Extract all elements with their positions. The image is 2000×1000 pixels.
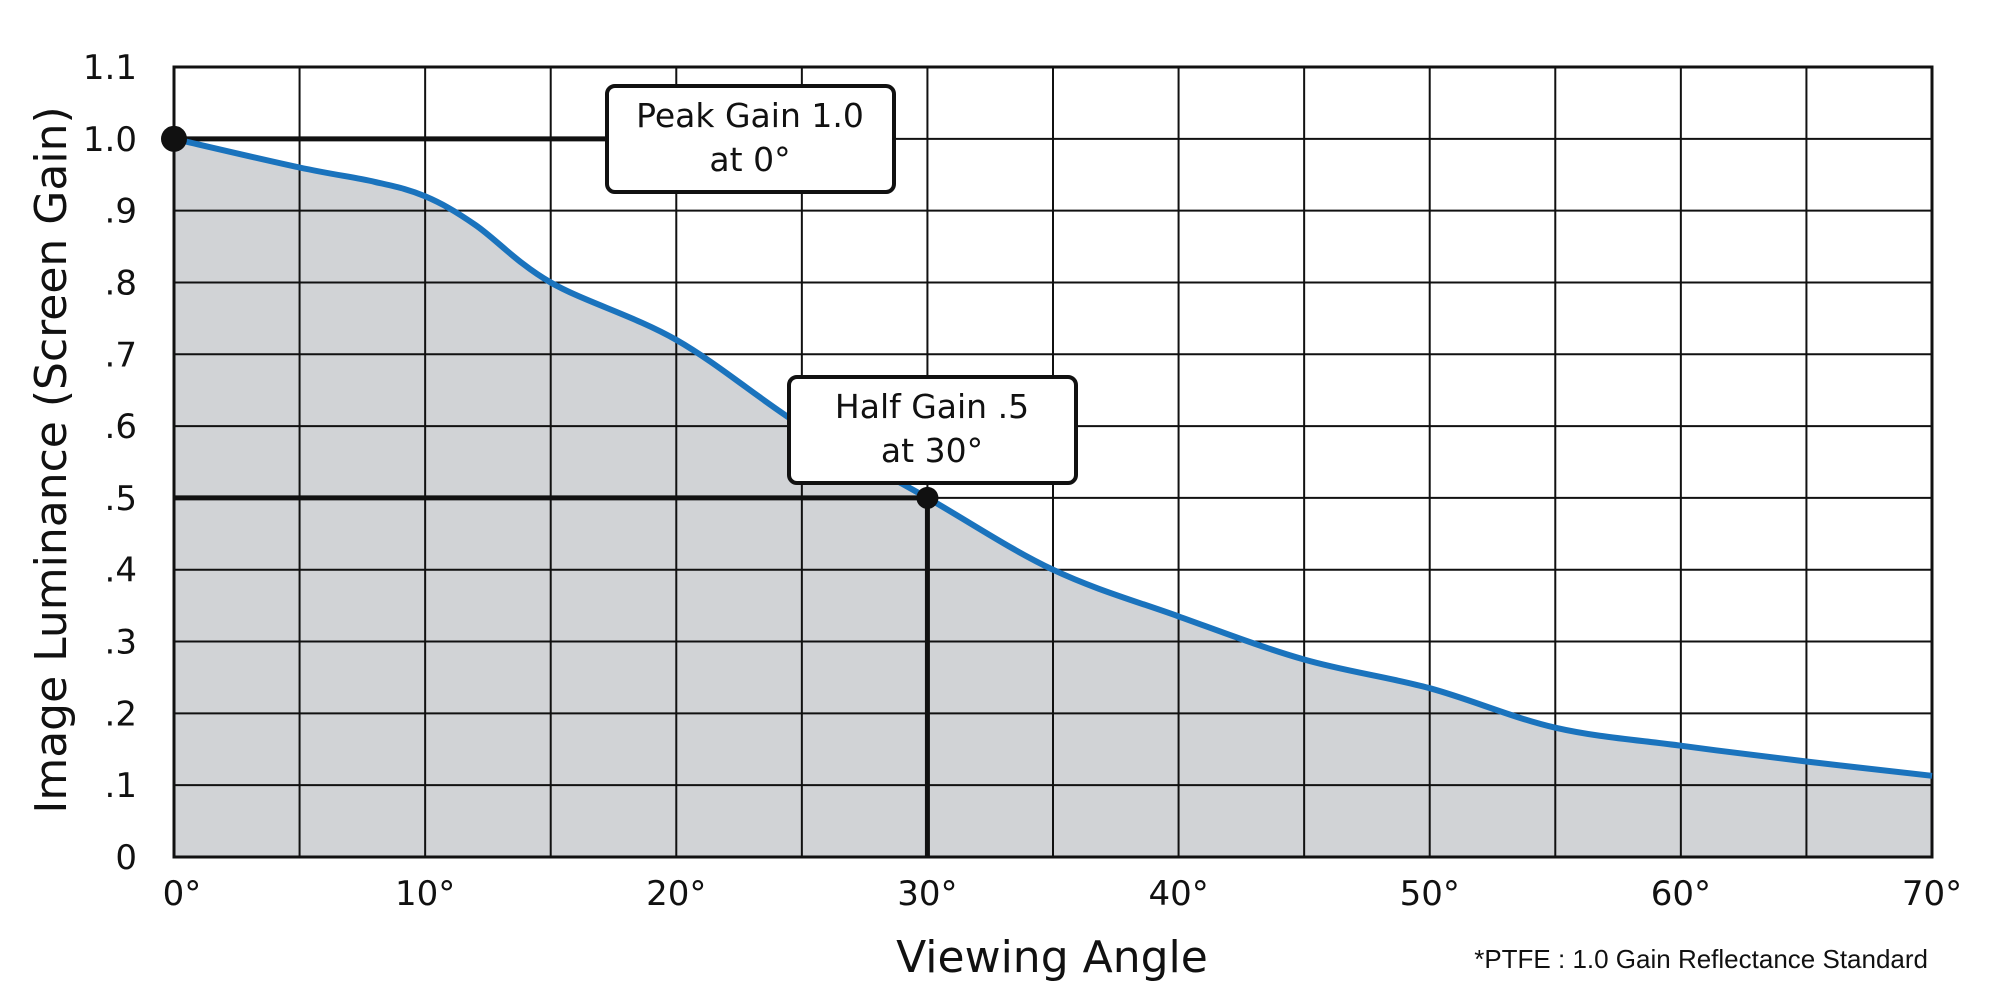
x-tick-label: 60° [1651, 874, 1711, 914]
plot-frame [172, 65, 1934, 859]
half-gain-marker [916, 486, 939, 509]
x-axis-title: Viewing Angle [896, 932, 1208, 983]
x-tick-label: 30° [897, 874, 957, 914]
gain-curve [173, 135, 1933, 779]
x-tick-label: 0° [163, 874, 202, 914]
y-tick-label: .8 [105, 263, 137, 303]
y-tick-label: .1 [105, 766, 137, 806]
y-tick-label: 1.0 [83, 120, 137, 160]
x-tick-label: 50° [1400, 874, 1460, 914]
y-tick-label: 0 [115, 838, 137, 878]
peak-gain-label: Peak Gain 1.0 [636, 96, 864, 135]
y-tick-label: .6 [105, 407, 137, 447]
half-gain-callout: Half Gain .5 at 30° [787, 375, 1078, 485]
y-tick-label: 1.1 [83, 48, 137, 88]
footnote: *PTFE : 1.0 Gain Reflectance Standard [1474, 944, 1928, 974]
y-tick-label: .7 [105, 335, 137, 375]
half-gain-label: Half Gain .5 [835, 387, 1029, 426]
x-tick-label: 40° [1148, 874, 1208, 914]
y-tick-label: .3 [105, 623, 137, 663]
area-fill [174, 138, 1932, 858]
y-tick-label: .5 [105, 479, 137, 519]
y-tick-label: .4 [105, 551, 137, 591]
half-gain-sublabel: at 30° [881, 431, 983, 470]
y-axis-title: Image Luminance (Screen Gain) [26, 106, 77, 813]
peak-gain-marker [161, 125, 187, 152]
y-tick-label: .2 [105, 694, 137, 734]
y-tick-label: .9 [105, 192, 137, 232]
x-tick-label: 70° [1902, 874, 1962, 914]
peak-gain-sublabel: at 0° [709, 140, 790, 179]
peak-gain-callout: Peak Gain 1.0 at 0° [605, 84, 896, 194]
x-tick-label: 20° [646, 874, 706, 914]
x-tick-label: 10° [395, 874, 455, 914]
